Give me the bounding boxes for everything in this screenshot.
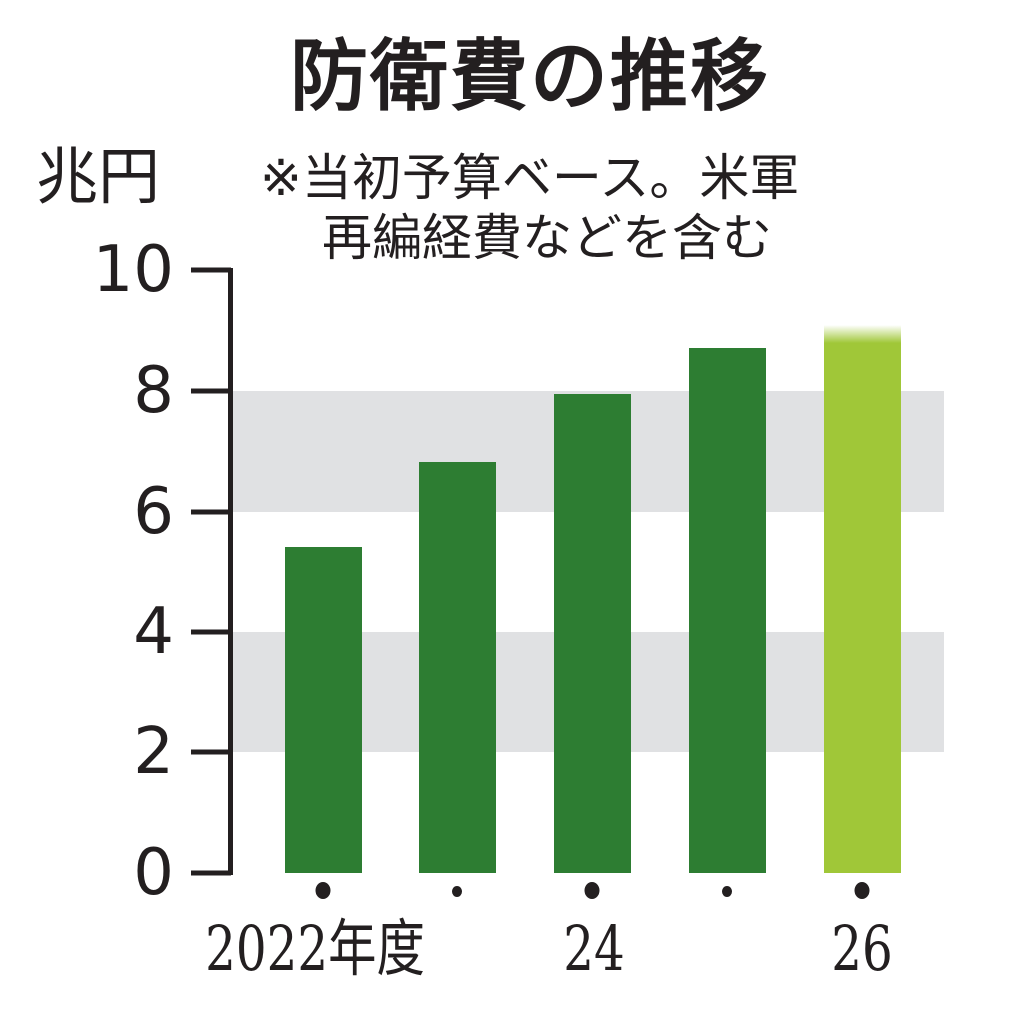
x-tick-dot-2025 bbox=[722, 886, 732, 897]
x-tick-dot-2022 bbox=[315, 882, 331, 899]
y-tick-label-4: 4 bbox=[133, 595, 174, 669]
x-tick-dot-2023 bbox=[452, 886, 462, 897]
y-tick-0 bbox=[191, 870, 231, 876]
x-label-24: 24 bbox=[563, 912, 625, 985]
x-tick-dot-2024 bbox=[584, 882, 600, 899]
bar-2026 bbox=[824, 325, 901, 873]
bar-2024 bbox=[554, 394, 631, 873]
y-tick-8 bbox=[191, 388, 231, 394]
x-tick-dot-2026 bbox=[854, 882, 870, 899]
y-tick-label-2: 2 bbox=[133, 715, 174, 789]
note-line-2: 再編経費などを含む bbox=[322, 209, 772, 267]
bar-2025 bbox=[689, 348, 766, 873]
y-axis-unit: 兆円 bbox=[36, 140, 161, 213]
note-line-1: ※当初予算ベース。米軍 bbox=[260, 149, 800, 207]
y-tick-2 bbox=[191, 749, 231, 755]
y-tick-6 bbox=[191, 509, 231, 515]
x-label-26: 26 bbox=[831, 912, 893, 985]
y-tick-label-6: 6 bbox=[133, 475, 174, 549]
y-tick-label-8: 8 bbox=[133, 354, 174, 428]
y-tick-10 bbox=[191, 267, 231, 273]
bar-2023 bbox=[419, 462, 496, 873]
y-axis-line bbox=[228, 268, 233, 875]
chart-title: 防衛費の推移 bbox=[290, 32, 771, 122]
bar-2022 bbox=[285, 547, 362, 873]
y-tick-4 bbox=[191, 629, 231, 635]
x-label-2022: 2022年度 bbox=[205, 912, 425, 985]
chart-note: ※当初予算ベース。米軍 再編経費などを含む bbox=[260, 148, 799, 268]
y-tick-label-10: 10 bbox=[92, 233, 174, 307]
y-tick-label-0: 0 bbox=[133, 836, 174, 910]
